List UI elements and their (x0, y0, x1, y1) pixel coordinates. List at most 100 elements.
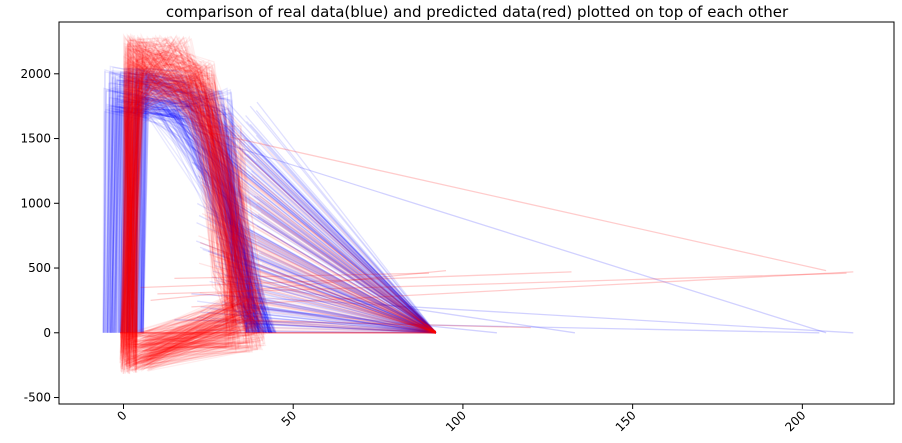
series-predicted-data-line (199, 292, 436, 334)
series-real-data-line (109, 76, 267, 334)
series-real-data-line (127, 69, 250, 333)
series-predicted-data-line (123, 38, 241, 366)
series-real-data-line (225, 100, 437, 334)
series-predicted-data-line (236, 216, 437, 334)
series-real-data-line (113, 90, 269, 334)
series-real-data-line (249, 105, 437, 334)
series-predicted-data-line (129, 73, 252, 365)
series-predicted-data-line (125, 60, 235, 374)
series-real-data-line (244, 156, 437, 334)
series-predicted-data-line (208, 229, 437, 334)
series-predicted-data-line (123, 52, 232, 362)
series-predicted-data-line (251, 278, 436, 333)
series-real-data-line (142, 73, 268, 334)
series-real-data-line (139, 74, 256, 333)
series-real-data-line (131, 78, 267, 334)
series-predicted-data-line (129, 46, 263, 362)
series-predicted-data-line (125, 39, 242, 370)
series-real-data-line (221, 138, 437, 334)
series-predicted-data-line (233, 298, 436, 334)
series-real-data-line (214, 325, 436, 334)
series-predicted-data-line (214, 229, 437, 334)
series-real-data-line (107, 71, 249, 333)
series-predicted-data-line (124, 90, 228, 347)
series-real-data-line (142, 111, 254, 334)
series-predicted-data-line (124, 71, 250, 363)
series-predicted-data-line (124, 35, 262, 338)
series-real-data-line (106, 72, 248, 333)
series-predicted-data-line (120, 51, 267, 347)
series-predicted-data-line (132, 48, 233, 363)
series-real-data-line (205, 205, 437, 334)
series-predicted-data-line (120, 45, 256, 355)
series-predicted-data-line (130, 46, 250, 366)
series-real-data-line (246, 303, 436, 334)
series-predicted-data-line (251, 211, 437, 333)
series-real-data-line (196, 222, 437, 334)
series-predicted-data-line (221, 267, 436, 333)
series-predicted-data-line (120, 57, 256, 362)
series-real-data-line (106, 105, 261, 334)
series-predicted-data-line (124, 49, 243, 349)
series-predicted-data-line (125, 46, 246, 364)
series-predicted-data-line (123, 73, 237, 355)
series-real-data-line (134, 89, 270, 334)
series-predicted-data-line (121, 32, 243, 372)
series-predicted-data-line (199, 241, 437, 334)
series-real-data-line (203, 114, 437, 334)
series-real-data-line (200, 180, 437, 334)
series-real-data-line (217, 149, 437, 334)
series-real-data-line (243, 303, 436, 334)
series-real-data-line (111, 72, 271, 333)
series-predicted-data-line (125, 47, 240, 368)
series-predicted-data-line (124, 52, 237, 367)
series-real-data-line (193, 161, 437, 334)
series-predicted-data-line (124, 60, 257, 369)
series-predicted-data-line (261, 227, 437, 334)
series-predicted-data-line (122, 66, 258, 365)
series-predicted-data-line (122, 68, 239, 358)
series-real-data-line (238, 147, 437, 334)
series-real-data-line (251, 170, 437, 334)
x-tick-label: 50 (279, 408, 300, 429)
series-real-data-line (255, 134, 437, 334)
series-predicted-data-line (125, 41, 249, 365)
series-real-data-line (120, 102, 247, 333)
series-predicted-data-line (126, 53, 240, 349)
series-predicted-data-line (125, 61, 265, 371)
series-real-data-line (105, 105, 265, 334)
series-real-data-line (249, 123, 437, 334)
series-real-data-line (122, 79, 255, 333)
series-predicted-data-line (229, 264, 437, 334)
series-predicted-data-line (120, 64, 258, 351)
y-tick-label: 1500 (20, 132, 51, 146)
series-real-data-line (258, 252, 437, 334)
series-predicted-data-line (128, 76, 239, 362)
series-real-data-line (256, 300, 436, 334)
series-real-data-line (142, 72, 272, 334)
series-real-data-line (133, 71, 262, 333)
series-real-data-line (130, 75, 277, 334)
series-predicted-data-line (241, 304, 436, 334)
series-real-data-line (128, 68, 256, 333)
series-predicted-data-line (119, 42, 238, 372)
series-real-data-line (138, 90, 253, 333)
series-real-data-line (124, 72, 256, 333)
series-predicted-data-line (127, 43, 245, 354)
series-predicted-data-line (230, 213, 437, 334)
series-real-data-line (239, 131, 437, 334)
series-predicted-data-line (124, 50, 245, 368)
series-predicted-data-line (129, 83, 240, 349)
series-predicted-data-line (229, 291, 436, 334)
series-predicted-data-line (121, 58, 240, 370)
series-predicted-data-line (229, 176, 437, 333)
series-predicted-data-line (227, 316, 436, 333)
series-real-data-line (116, 83, 271, 334)
series-real-data (102, 65, 854, 334)
series-predicted-data-line (240, 180, 437, 334)
series-real-data-line (221, 301, 436, 334)
series-real-data-line (236, 183, 437, 334)
series-predicted-data-line (120, 74, 247, 371)
series-real-data-line (119, 71, 256, 333)
series-predicted-data-line (135, 94, 243, 352)
